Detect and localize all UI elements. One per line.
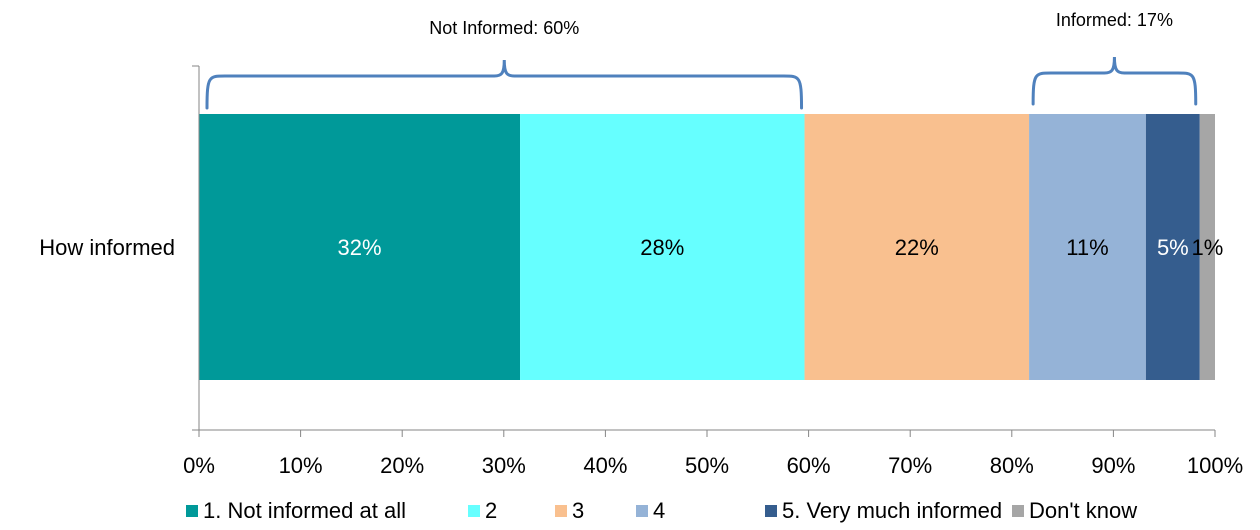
legend-swatch xyxy=(468,505,480,517)
legend-swatch xyxy=(765,505,777,517)
annotation-label: Informed: 17% xyxy=(1056,10,1173,30)
x-tick-label: 90% xyxy=(1091,453,1135,478)
legend: 1. Not informed at all 2 3 4 5. Very much in… xyxy=(186,498,1137,523)
x-tick-label: 60% xyxy=(787,453,831,478)
x-tick-label: 0% xyxy=(183,453,215,478)
bar-segment-4 xyxy=(1029,114,1146,380)
x-tick-label: 20% xyxy=(380,453,424,478)
data-label-1: 32% xyxy=(338,235,382,260)
bar-segment-3 xyxy=(804,114,1030,380)
annotations: Not Informed: 60% Informed: 17% xyxy=(205,10,1198,110)
data-label-2: 28% xyxy=(640,235,684,260)
x-tick-label: 100% xyxy=(1187,453,1243,478)
legend-label: Don't know xyxy=(1029,498,1137,523)
legend-label: 4 xyxy=(653,498,665,523)
bar-segment-2 xyxy=(520,114,805,380)
x-tick-label: 10% xyxy=(279,453,323,478)
bar-segment-6 xyxy=(1199,114,1215,380)
legend-label: 2 xyxy=(485,498,497,523)
data-label-6: 1% xyxy=(1191,235,1223,260)
plot-area: 32% 28% 22% 11% 5% 1% xyxy=(199,114,1223,380)
data-label-4: 11% xyxy=(1066,235,1108,260)
x-tick-label: 40% xyxy=(583,453,627,478)
annotation-label: Not Informed: 60% xyxy=(429,18,579,38)
data-label-5: 5% xyxy=(1157,235,1189,260)
annotation-brace xyxy=(1031,56,1198,106)
legend-label: 5. Very much informed xyxy=(782,498,1002,523)
legend-label: 1. Not informed at all xyxy=(203,498,406,523)
x-tick-label: 50% xyxy=(685,453,729,478)
legend-swatch xyxy=(186,505,198,517)
data-label-3: 22% xyxy=(895,235,939,260)
legend-swatch xyxy=(1012,505,1024,517)
x-tick-label: 70% xyxy=(888,453,932,478)
x-tick-label: 80% xyxy=(990,453,1034,478)
legend-swatch xyxy=(555,505,567,517)
x-tick-label: 30% xyxy=(482,453,526,478)
annotation-brace xyxy=(205,59,804,110)
bar-segment-1 xyxy=(199,114,521,380)
axes: 0% 10% 20% 30% 40% 50% 60% 70% 80% 90% 100% How inf… xyxy=(39,65,1243,478)
legend-swatch xyxy=(636,505,648,517)
bar-segment-5 xyxy=(1145,114,1200,380)
legend-label: 3 xyxy=(572,498,584,523)
category-label: How informed xyxy=(39,235,175,260)
